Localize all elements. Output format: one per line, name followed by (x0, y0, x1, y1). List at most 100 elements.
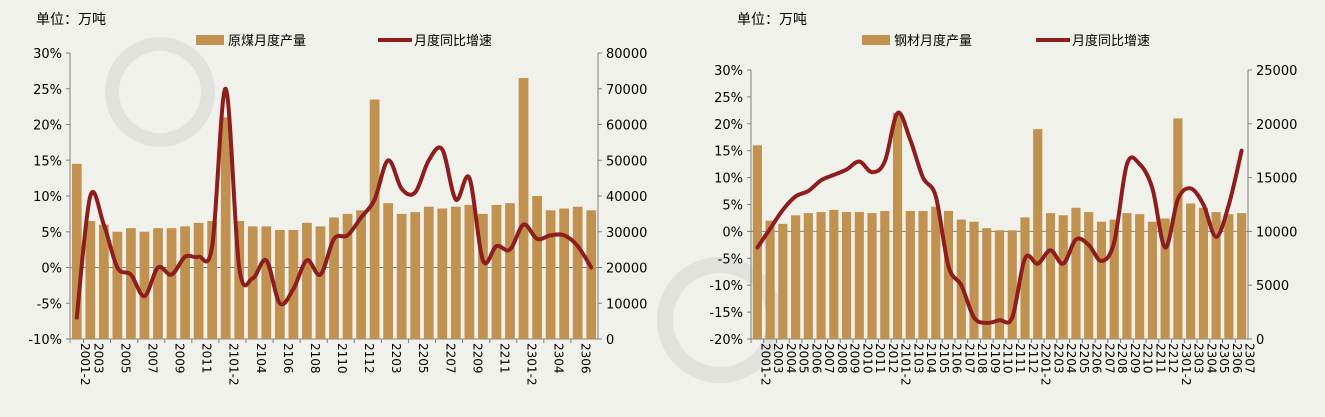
line-point (1075, 238, 1077, 240)
bar (518, 78, 529, 340)
x-tick-label: 2101-2 (899, 343, 913, 386)
bar (1122, 213, 1132, 339)
line-point (1126, 163, 1128, 165)
y-left-tick-label: -5% (37, 297, 62, 312)
line-point (1177, 198, 1179, 200)
line-point (782, 209, 784, 211)
line-point (333, 238, 335, 240)
line-point (833, 174, 835, 176)
y-left-tick-label: 15% (714, 145, 743, 160)
x-tick-label: 2301-2 (525, 343, 539, 386)
bar (778, 223, 788, 339)
bar (752, 145, 762, 339)
bar (302, 222, 312, 339)
bar (166, 228, 177, 339)
y-left-tick-label: 20% (33, 119, 62, 134)
bar (261, 226, 272, 339)
bar (180, 226, 190, 339)
line-point (1049, 249, 1051, 251)
line-point (960, 284, 962, 286)
bar (139, 231, 150, 339)
line-point (1202, 204, 1204, 205)
chart-coal: 单位：万吨 原煤月度产量 月度同比增速 30% 25% 20% 15% 10% 5% 0% -… (28, 12, 647, 386)
x-tick-label: 2304 (1204, 343, 1218, 374)
line-point (468, 177, 470, 179)
bar (1224, 214, 1234, 339)
bar (126, 228, 136, 339)
bar (1084, 212, 1094, 339)
x-tick-label: 2010 (860, 343, 874, 374)
legend-line-label: 月度同比增速 (414, 33, 492, 49)
bar (892, 113, 903, 339)
legend-bar-swatch (196, 35, 224, 45)
bar (342, 213, 353, 339)
x-tick-label: 2204 (1064, 343, 1078, 374)
bar (356, 210, 366, 339)
x-tick-label: 2112 (362, 343, 376, 374)
line-point (509, 249, 511, 251)
x-tick-label: 2306 (1230, 343, 1244, 374)
line-point (360, 216, 362, 218)
x-tick-label: 2009 (848, 343, 862, 374)
x-tick-label: 2206 (1090, 343, 1104, 374)
bar (905, 210, 915, 339)
y-left-tick-label: 30% (714, 64, 743, 79)
bar (880, 210, 890, 339)
x-tick-label: 2305 (1217, 343, 1231, 374)
line-point (756, 247, 758, 249)
line-point (157, 267, 159, 268)
bar (816, 212, 826, 339)
x-tick-label: 2005 (797, 343, 811, 374)
y-left-tick-label: -20% (709, 333, 743, 348)
y-left-tick-label: 15% (33, 154, 62, 169)
line-point (116, 267, 118, 268)
y-right-tick-label: 15000 (1256, 172, 1297, 187)
y-left-tick-label: 0% (41, 262, 62, 277)
line-point (292, 288, 294, 290)
bar (1071, 207, 1081, 339)
bar (112, 231, 123, 339)
bar (1173, 118, 1183, 339)
bar (464, 204, 475, 339)
x-tick-label: 2110 (1001, 343, 1015, 374)
x-tick-label: 2107 (962, 343, 976, 374)
x-tick-label: 2004 (784, 343, 798, 374)
line-point (999, 319, 1000, 321)
line-point (1100, 260, 1102, 262)
line-point (550, 234, 552, 236)
line-point (935, 195, 937, 197)
bar (437, 208, 448, 339)
bar (559, 208, 570, 339)
x-tick-label: 2307 (1243, 343, 1257, 374)
bar (1186, 203, 1196, 339)
y-left-tick-label: -15% (709, 306, 743, 321)
bar (982, 228, 992, 339)
line-point (76, 317, 78, 319)
y-left-tick-label: 5% (722, 199, 743, 214)
bar (572, 206, 583, 339)
legend: 原煤月度产量 月度同比增速 (196, 33, 492, 49)
x-tick-label: 2007 (145, 343, 159, 374)
x-tick-label: 2012 (886, 343, 900, 374)
bar (1109, 219, 1119, 339)
bar (396, 213, 407, 339)
bar (478, 213, 488, 339)
y-right-tick-label: 5000 (1256, 279, 1289, 294)
bar (288, 229, 299, 339)
y-left-tick-label: 25% (33, 83, 62, 98)
bar (369, 99, 380, 339)
line-point (1024, 257, 1026, 259)
bar (1033, 129, 1043, 339)
line-point (820, 179, 822, 181)
bar (220, 117, 231, 339)
line-point (279, 302, 281, 304)
line-point (1011, 316, 1013, 318)
y-left-tick-label: 25% (714, 91, 743, 106)
x-tick-label: 2007 (822, 343, 836, 374)
x-tick-label: 2306 (579, 343, 593, 374)
x-tick-label: 2301-2 (1179, 343, 1193, 386)
bar (803, 213, 813, 339)
y-left-tick-label: 30% (33, 47, 62, 62)
y-left-tick-label: 10% (33, 190, 62, 205)
